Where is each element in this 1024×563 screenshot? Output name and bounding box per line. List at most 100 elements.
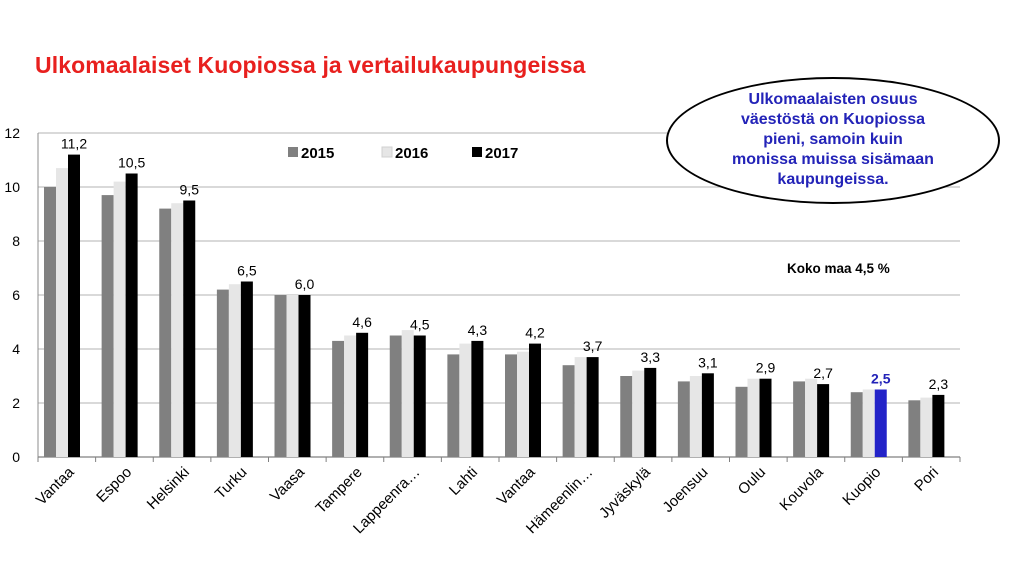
bar-2016 bbox=[286, 295, 299, 457]
x-category-label: Joensuu bbox=[659, 464, 711, 516]
callout-line: väestöstä on Kuopiossa bbox=[740, 111, 926, 128]
data-label: 3,7 bbox=[583, 338, 603, 354]
y-tick-label: 4 bbox=[12, 341, 20, 357]
bar-2015 bbox=[908, 400, 921, 457]
bar-2015 bbox=[216, 289, 229, 457]
data-label: 2,5 bbox=[871, 371, 891, 387]
bar-2017 bbox=[471, 340, 484, 457]
bar-2015 bbox=[332, 340, 345, 457]
x-category-label: Turku bbox=[212, 464, 251, 503]
bar-2015 bbox=[274, 295, 287, 457]
bar-2016 bbox=[632, 370, 645, 457]
bar-2017 bbox=[183, 200, 196, 457]
bar-2016 bbox=[228, 284, 241, 457]
legend-label: 2017 bbox=[485, 145, 518, 162]
y-tick-label: 8 bbox=[12, 233, 20, 249]
bar-2016 bbox=[171, 203, 184, 457]
legend-label: 2016 bbox=[395, 145, 428, 162]
callout-ellipse: Ulkomaalaisten osuus väestöstä on Kuopio… bbox=[666, 77, 1000, 204]
bar-2016 bbox=[344, 335, 357, 457]
bar-2015 bbox=[735, 386, 748, 457]
bar-2016 bbox=[805, 378, 818, 457]
data-label: 2,7 bbox=[813, 365, 833, 381]
legend-label: 2015 bbox=[301, 145, 334, 162]
legend-swatch bbox=[381, 146, 393, 158]
bar-2015 bbox=[677, 381, 690, 457]
bar-2016 bbox=[56, 168, 68, 457]
y-tick-label: 2 bbox=[12, 395, 20, 411]
y-tick-label: 12 bbox=[4, 125, 20, 141]
bar-2015 bbox=[793, 381, 806, 457]
bar-2015 bbox=[101, 195, 114, 457]
bar-2015 bbox=[159, 208, 172, 457]
data-label: 3,3 bbox=[641, 349, 661, 365]
bar-2016 bbox=[459, 343, 472, 457]
chart-title: Ulkomaalaiset Kuopiossa ja vertailukaupu… bbox=[35, 52, 586, 78]
legend-swatch bbox=[472, 147, 482, 157]
callout-line: kaupungeissa. bbox=[777, 171, 889, 188]
bar-2017 bbox=[125, 173, 138, 457]
data-label: 3,1 bbox=[698, 354, 718, 370]
callout-text: Ulkomaalaisten osuus väestöstä on Kuopio… bbox=[668, 90, 998, 190]
bar-2016 bbox=[401, 330, 414, 457]
callout-line: Ulkomaalaisten osuus bbox=[748, 91, 918, 108]
bar-2016 bbox=[517, 351, 529, 457]
bar-2015 bbox=[44, 187, 56, 457]
bar-2017 bbox=[529, 343, 541, 457]
y-tick-label: 6 bbox=[12, 287, 20, 303]
bar-2017 bbox=[586, 357, 599, 457]
x-category-label: Vantaa bbox=[494, 463, 539, 508]
bar-2017 bbox=[356, 332, 369, 457]
legend-swatch bbox=[288, 147, 298, 157]
bar-2017 bbox=[644, 367, 657, 457]
data-label: 6,0 bbox=[295, 276, 315, 292]
y-tick-label: 10 bbox=[4, 179, 20, 195]
data-label: 2,9 bbox=[756, 360, 776, 376]
x-category-label: Jyväskylä bbox=[596, 463, 654, 521]
bar-2017 bbox=[932, 394, 945, 457]
bar-2016 bbox=[689, 376, 702, 457]
bar-2017 bbox=[240, 281, 253, 457]
bar-2016 bbox=[862, 389, 875, 457]
x-category-label: Vaasa bbox=[267, 463, 309, 505]
x-category-label: Pori bbox=[911, 464, 942, 495]
x-category-label: Lahti bbox=[446, 464, 481, 499]
x-category-label: Tampere bbox=[312, 464, 365, 517]
data-label: 4,6 bbox=[352, 314, 372, 330]
bar-2015 bbox=[620, 376, 633, 457]
data-label: 4,2 bbox=[525, 325, 545, 341]
x-category-label: Oulu bbox=[735, 464, 769, 498]
bar-2016 bbox=[920, 397, 933, 457]
x-category-label: Espoo bbox=[93, 464, 135, 506]
whole-country-note: Koko maa 4,5 % bbox=[787, 261, 890, 276]
bar-2015 bbox=[447, 354, 460, 457]
bar-2017 bbox=[413, 335, 426, 457]
bar-2015 bbox=[505, 354, 517, 457]
bar-2016 bbox=[747, 378, 760, 457]
bar-2016 bbox=[113, 181, 126, 457]
x-category-label: Helsinki bbox=[144, 464, 193, 513]
data-label: 11,2 bbox=[61, 136, 87, 152]
bar-2016 bbox=[574, 357, 587, 457]
data-label: 10,5 bbox=[118, 155, 145, 171]
callout-line: pieni, samoin kuin bbox=[763, 131, 903, 148]
data-label: 4,5 bbox=[410, 317, 430, 333]
y-tick-label: 0 bbox=[12, 449, 20, 465]
bar-2017 bbox=[874, 389, 887, 457]
x-category-label: Vantaa bbox=[33, 463, 78, 508]
bar-2017 bbox=[817, 384, 830, 457]
bar-2015 bbox=[389, 335, 402, 457]
data-label: 2,3 bbox=[929, 376, 949, 392]
x-category-label: Kouvola bbox=[776, 463, 827, 514]
data-label: 9,5 bbox=[180, 182, 200, 198]
bar-2015 bbox=[562, 365, 575, 457]
bar-2015 bbox=[850, 392, 863, 457]
x-category-label: Kuopio bbox=[839, 464, 884, 509]
bar-2017 bbox=[68, 154, 80, 457]
bar-2017 bbox=[701, 373, 714, 457]
data-label: 6,5 bbox=[237, 263, 257, 279]
data-label: 4,3 bbox=[468, 322, 488, 338]
bar-2017 bbox=[759, 378, 772, 457]
bar-2017 bbox=[298, 295, 311, 457]
